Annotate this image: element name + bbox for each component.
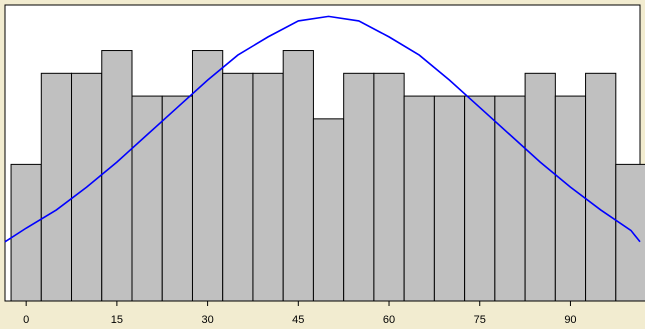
histogram-bar (433, 95, 466, 302)
histogram-bar (524, 72, 556, 302)
histogram-bar (585, 72, 617, 302)
x-tick-label: 0 (23, 314, 29, 326)
histogram-bar (40, 72, 73, 302)
histogram-bar (554, 95, 587, 302)
histogram-bar (373, 72, 405, 302)
x-tick-label: 30 (201, 314, 213, 326)
x-tick-label: 75 (474, 314, 486, 326)
fitted-curve (4, 15, 641, 243)
histogram-bar (282, 50, 314, 302)
x-tick-label: 15 (111, 314, 123, 326)
x-tick-label: 45 (292, 314, 304, 326)
histogram-bar (131, 95, 163, 302)
histogram-bar (615, 163, 645, 302)
histogram-bar (403, 95, 435, 302)
histogram-bar (252, 72, 284, 302)
histogram-bar (312, 118, 345, 302)
histogram-bar (191, 50, 224, 302)
x-tick-label: 90 (564, 314, 576, 326)
histogram-bar (10, 163, 42, 302)
histogram-bar (101, 50, 133, 302)
x-axis-ticks: 0 15 30 45 60 75 90 (23, 301, 577, 326)
histogram-bar (161, 95, 193, 302)
bars-group (10, 50, 645, 302)
histogram-bar (494, 95, 526, 302)
histogram-bar (343, 72, 375, 302)
histogram-bar (464, 95, 496, 302)
histogram-bar (222, 72, 254, 302)
x-tick-label: 60 (383, 314, 395, 326)
